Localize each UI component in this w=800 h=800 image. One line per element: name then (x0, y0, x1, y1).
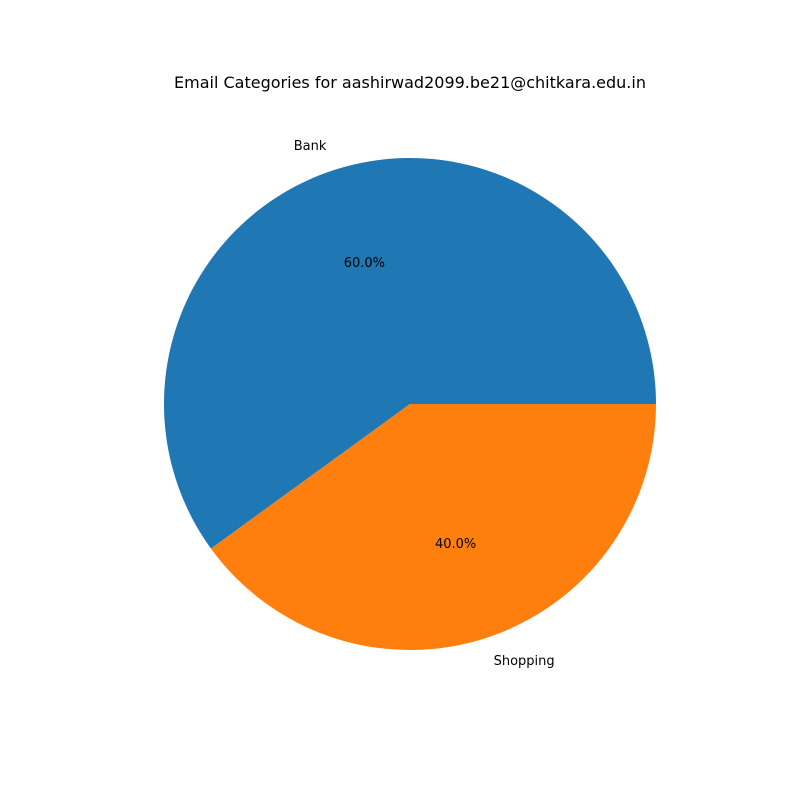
pie-slice-bank (163, 157, 656, 549)
pie-labels: Bank 60.0% Shopping 40.0% (294, 139, 555, 669)
percent-label-shopping: 40.0% (435, 537, 476, 552)
slice-label-bank: Bank (294, 139, 327, 154)
pie-slice-shopping (210, 404, 657, 650)
chart-title: Email Categories for aashirwad2099.be21@… (174, 73, 646, 92)
percent-label-bank: 60.0% (344, 256, 385, 271)
pie-slices (163, 157, 657, 650)
slice-label-shopping: Shopping (494, 654, 555, 669)
